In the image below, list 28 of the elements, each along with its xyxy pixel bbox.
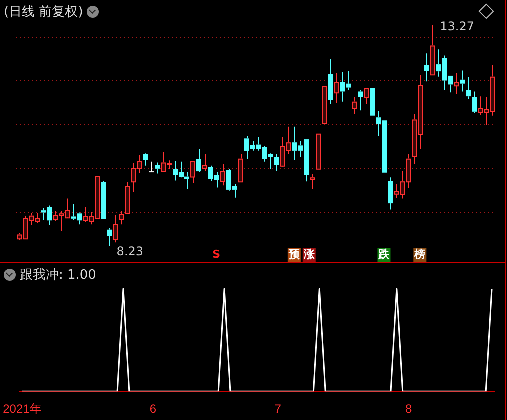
text: 涨 (302, 248, 316, 261)
x-tick-label: 6 (150, 402, 157, 416)
candlestick (149, 161, 154, 173)
candlestick (101, 180, 106, 220)
text: 跌 (378, 248, 391, 261)
text: 预 (288, 248, 301, 261)
candlestick (184, 172, 189, 190)
candlestick (466, 76, 471, 100)
candlestick (196, 148, 201, 173)
candlestick (472, 91, 477, 114)
candlestick (107, 228, 112, 248)
x-tick-label: 2021年 (3, 402, 42, 416)
chart-title: (日线 前复权) (4, 4, 84, 21)
candlestick (328, 58, 333, 105)
annotation: 8.23 (116, 244, 144, 259)
chart-title: 跟我冲: 1.00 (20, 267, 96, 284)
text: S (212, 248, 221, 261)
candlestick (155, 162, 160, 174)
candlestick (388, 177, 393, 210)
candlestick (424, 53, 429, 82)
candlestick (460, 70, 465, 92)
candlestick (274, 154, 279, 172)
x-tick-label: 8 (405, 402, 412, 416)
candlestick (358, 89, 363, 112)
x-tick-label: 7 (274, 402, 282, 416)
annotation: 13.27 (440, 20, 474, 34)
text: 榜 (414, 248, 426, 261)
candlestick (143, 153, 148, 166)
